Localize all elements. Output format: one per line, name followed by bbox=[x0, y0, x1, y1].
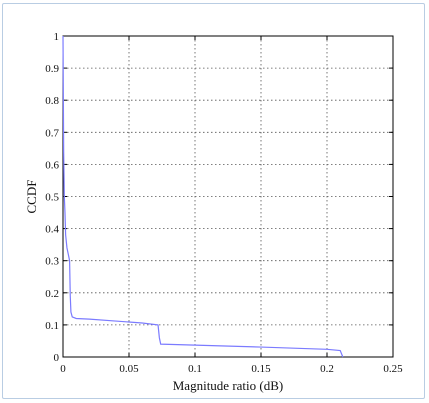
y-tick-label: 0.8 bbox=[45, 95, 59, 107]
x-tick-label: 0.25 bbox=[383, 363, 403, 375]
x-axis-label: Magnitude ratio (dB) bbox=[173, 378, 283, 393]
grid-lines bbox=[63, 36, 393, 357]
y-tick-label: 0.2 bbox=[45, 288, 59, 300]
x-tick-label: 0.1 bbox=[188, 363, 202, 375]
y-tick-label: 0.4 bbox=[45, 224, 59, 236]
x-tick-label: 0.05 bbox=[119, 363, 139, 375]
x-tick-label: 0.15 bbox=[251, 363, 271, 375]
x-tick-label: 0 bbox=[60, 363, 66, 375]
y-tick-label: 0.9 bbox=[45, 63, 59, 75]
y-tick-label: 0.1 bbox=[45, 320, 59, 332]
x-tick-label: 0.2 bbox=[320, 363, 334, 375]
axis-ticks: 0 0.05 0.1 0.15 0.2 0.25 0 0.1 0.2 0.3 0.4 0.5 0.6 0.… bbox=[45, 31, 403, 375]
y-tick-label: 1 bbox=[54, 31, 60, 43]
ccdf-curve bbox=[62, 35, 344, 358]
y-tick-label: 0 bbox=[54, 352, 60, 364]
y-tick-label: 0.3 bbox=[45, 256, 59, 268]
figure-frame bbox=[2, 3, 425, 399]
y-axis-label: CCDF bbox=[24, 180, 39, 214]
y-tick-label: 0.7 bbox=[45, 127, 59, 139]
y-tick-label: 0.6 bbox=[45, 159, 59, 171]
y-tick-label: 0.5 bbox=[45, 192, 59, 204]
